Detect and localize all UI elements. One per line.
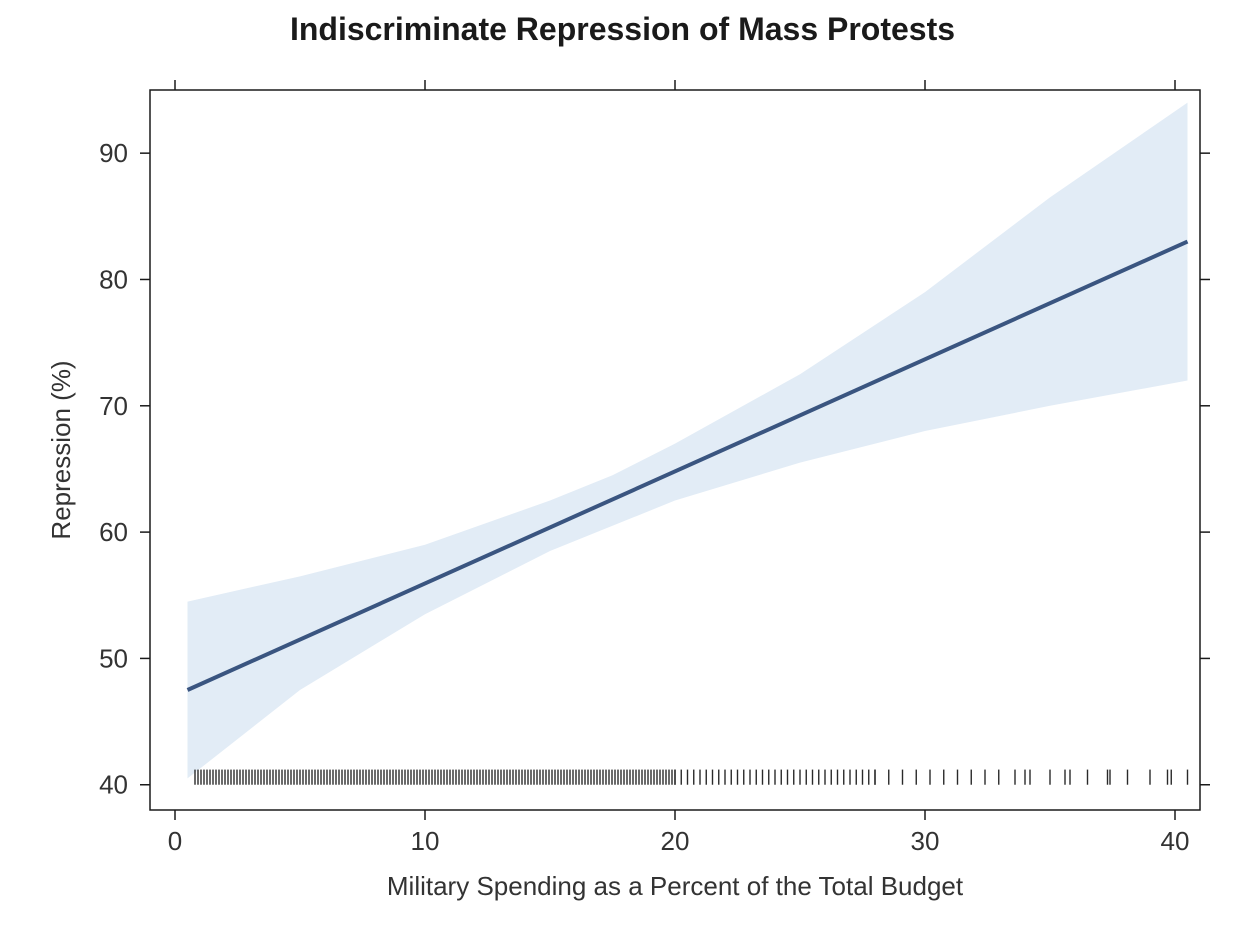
- chart-container: Indiscriminate Repression of Mass Protes…: [0, 0, 1245, 939]
- y-tick-label: 50: [99, 643, 128, 673]
- y-tick-label: 70: [99, 391, 128, 421]
- x-tick-label: 10: [411, 826, 440, 856]
- chart-svg: Indiscriminate Repression of Mass Protes…: [0, 0, 1245, 939]
- y-axis-label: Repression (%): [46, 360, 76, 539]
- chart-title: Indiscriminate Repression of Mass Protes…: [290, 11, 955, 47]
- x-tick-label: 40: [1161, 826, 1190, 856]
- x-tick-label: 0: [168, 826, 182, 856]
- y-tick-label: 90: [99, 138, 128, 168]
- y-tick-label: 40: [99, 770, 128, 800]
- y-tick-label: 80: [99, 264, 128, 294]
- x-axis-label: Military Spending as a Percent of the To…: [387, 871, 964, 901]
- y-tick-label: 60: [99, 517, 128, 547]
- x-tick-label: 30: [911, 826, 940, 856]
- x-tick-label: 20: [661, 826, 690, 856]
